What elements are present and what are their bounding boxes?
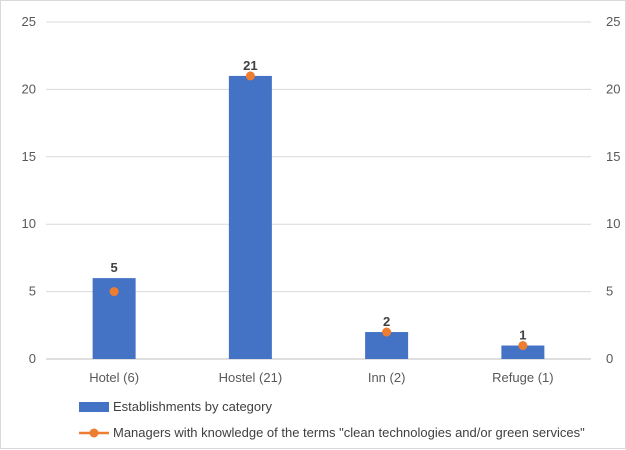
data-label: 1 [519,328,526,343]
legend: Establishments by category Managers with… [79,399,585,440]
x-axis-categories: Hotel (6) Hostel (21) Inn (2) Refuge (1) [89,370,553,385]
data-label: 21 [243,58,257,73]
bar [228,75,272,360]
data-label: 5 [111,260,118,275]
bar-series [92,75,545,360]
marker-series [109,71,528,351]
gridlines [46,21,591,360]
data-point-marker [518,341,528,351]
category-label: Hotel (6) [89,370,139,385]
y-tick-label-right: 20 [606,81,620,96]
legend-item-markers: Managers with knowledge of the terms "cl… [79,425,585,440]
y-tick-label-left: 0 [29,351,36,366]
y-tick-label-left: 5 [29,284,36,299]
y-axis-right: 0 5 10 15 20 25 [606,14,620,366]
y-tick-label-left: 10 [22,216,36,231]
category-label: Inn (2) [368,370,406,385]
legend-label-bars: Establishments by category [113,399,272,414]
data-point-marker [382,327,392,337]
category-label: Refuge (1) [492,370,553,385]
y-tick-label-left: 20 [22,81,36,96]
category-label: Hostel (21) [219,370,283,385]
y-tick-label-right: 15 [606,149,620,164]
legend-item-bars: Establishments by category [79,399,272,414]
y-axis-left: 0 5 10 15 20 25 [22,14,36,366]
data-point-marker [109,287,119,297]
legend-swatch-bars [79,402,109,412]
y-tick-label-right: 25 [606,14,620,29]
y-tick-label-right: 0 [606,351,613,366]
bar [501,345,545,359]
legend-swatch-marker [89,428,99,438]
data-point-marker [245,71,255,81]
legend-label-markers: Managers with knowledge of the terms "cl… [113,425,585,440]
data-label: 2 [383,314,390,329]
y-tick-label-right: 10 [606,216,620,231]
y-tick-label-right: 5 [606,284,613,299]
y-tick-label-left: 25 [22,14,36,29]
y-tick-label-left: 15 [22,149,36,164]
